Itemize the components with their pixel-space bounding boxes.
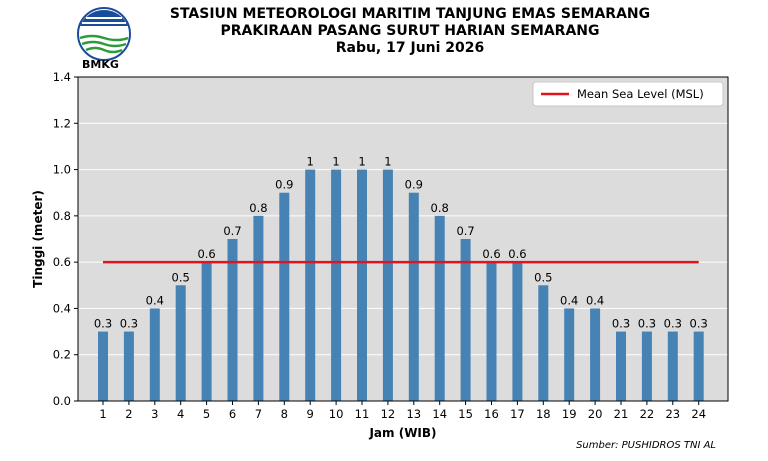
bar-value-label: 0.3 bbox=[120, 317, 138, 331]
y-tick-label: 1.2 bbox=[53, 116, 71, 130]
bar-value-label: 0.4 bbox=[146, 293, 164, 307]
bar-value-label: 0.7 bbox=[456, 224, 474, 238]
bar bbox=[512, 262, 523, 401]
bar bbox=[460, 239, 471, 401]
bar-value-label: 1 bbox=[384, 155, 391, 169]
x-tick-label: 6 bbox=[229, 407, 236, 421]
bar bbox=[305, 169, 316, 401]
bar bbox=[227, 239, 238, 401]
bar-value-label: 0.5 bbox=[534, 270, 552, 284]
bar-value-label: 0.6 bbox=[508, 247, 526, 261]
y-tick-label: 0.8 bbox=[53, 209, 71, 223]
x-tick-label: 1 bbox=[99, 407, 106, 421]
x-tick-label: 20 bbox=[588, 407, 603, 421]
y-tick-label: 0.6 bbox=[53, 255, 71, 269]
x-tick-label: 10 bbox=[329, 407, 344, 421]
bar-value-label: 0.8 bbox=[249, 201, 267, 215]
bar-value-label: 0.8 bbox=[431, 201, 449, 215]
x-tick-label: 14 bbox=[432, 407, 447, 421]
bar bbox=[175, 285, 186, 401]
plot-area bbox=[77, 76, 729, 402]
bar bbox=[123, 331, 134, 401]
x-tick-label: 7 bbox=[255, 407, 262, 421]
plot-frame bbox=[77, 76, 729, 402]
x-tick-label: 18 bbox=[536, 407, 551, 421]
bar-value-label: 1 bbox=[358, 155, 365, 169]
bar bbox=[331, 169, 342, 401]
date-line: Rabu, 17 Juni 2026 bbox=[335, 40, 485, 56]
y-tick-label: 0.4 bbox=[53, 301, 71, 315]
bar bbox=[434, 215, 445, 401]
x-tick-label: 15 bbox=[458, 407, 473, 421]
x-tick-label: 3 bbox=[151, 407, 158, 421]
bar bbox=[149, 308, 160, 401]
bar bbox=[279, 192, 290, 401]
y-tick-label: 0.2 bbox=[53, 348, 71, 362]
logo-text: BMKG bbox=[82, 58, 119, 71]
bar-value-label: 0.5 bbox=[172, 270, 190, 284]
x-tick-label: 12 bbox=[381, 407, 396, 421]
bar-value-label: 0.3 bbox=[94, 317, 112, 331]
source-note: Sumber: PUSHIDROS TNI AL bbox=[576, 440, 716, 451]
x-tick-label: 13 bbox=[406, 407, 421, 421]
title-line-1: STASIUN METEOROLOGI MARITIM TANJUNG EMAS… bbox=[169, 6, 651, 22]
x-axis-label: Jam (WIB) bbox=[368, 426, 436, 440]
bar-value-label: 0.3 bbox=[612, 317, 630, 331]
x-tick-label: 4 bbox=[177, 407, 184, 421]
x-tick-label: 22 bbox=[640, 407, 655, 421]
bar bbox=[641, 331, 652, 401]
x-tick-label: 8 bbox=[281, 407, 288, 421]
bar-value-label: 0.3 bbox=[664, 317, 682, 331]
bar bbox=[382, 169, 393, 401]
bars bbox=[98, 169, 704, 401]
bar bbox=[538, 285, 549, 401]
bar-value-label: 0.4 bbox=[560, 293, 578, 307]
bar bbox=[98, 331, 108, 401]
bar bbox=[693, 331, 704, 401]
bar-value-label: 0.3 bbox=[638, 317, 656, 331]
bar-value-label: 0.6 bbox=[197, 247, 215, 261]
x-tick-label: 19 bbox=[562, 407, 577, 421]
x-axis: 1 2 3 4 5 6 7 8 9 10 11 12 13 14 15 16 17 18 19 20 21 22 23 24 bbox=[99, 401, 706, 421]
x-tick-label: 16 bbox=[484, 407, 499, 421]
bar-value-label: 0.7 bbox=[223, 224, 241, 238]
bar-value-label: 0.9 bbox=[275, 178, 293, 192]
bar bbox=[590, 308, 601, 401]
x-tick-label: 11 bbox=[355, 407, 370, 421]
y-tick-label: 0.0 bbox=[53, 394, 71, 408]
bar bbox=[616, 331, 626, 401]
bar-value-label: 1 bbox=[307, 155, 314, 169]
bar-value-label: 0.3 bbox=[690, 317, 708, 331]
chart-header: STASIUN METEOROLOGI MARITIM TANJUNG EMAS… bbox=[0, 6, 768, 57]
y-tick-label: 1.4 bbox=[53, 70, 71, 84]
x-tick-label: 23 bbox=[665, 407, 680, 421]
x-tick-label: 2 bbox=[125, 407, 132, 421]
bar bbox=[564, 308, 575, 401]
bar bbox=[408, 192, 419, 401]
x-tick-label: 17 bbox=[510, 407, 525, 421]
y-tick-label: 1.0 bbox=[53, 163, 71, 177]
legend-msl-label: Mean Sea Level (MSL) bbox=[577, 87, 704, 101]
legend-box bbox=[532, 81, 724, 107]
title-line-2: PRAKIRAAN PASANG SURUT HARIAN SEMARANG bbox=[220, 23, 600, 39]
bar bbox=[357, 169, 367, 401]
x-tick-label: 5 bbox=[203, 407, 210, 421]
bar bbox=[667, 331, 678, 401]
x-tick-label: 9 bbox=[307, 407, 314, 421]
legend: Mean Sea Level (MSL) bbox=[532, 81, 724, 107]
bar bbox=[253, 215, 264, 401]
bar-value-label: 0.4 bbox=[586, 293, 604, 307]
bar-value-label: 0.6 bbox=[482, 247, 500, 261]
y-axis-label: Tinggi (meter) bbox=[31, 190, 45, 288]
bmkg-logo bbox=[77, 7, 131, 61]
x-tick-label: 24 bbox=[691, 407, 706, 421]
bar bbox=[486, 262, 497, 401]
y-axis: 0.0 0.2 0.4 0.6 0.8 1.0 1.2 1.4 bbox=[53, 70, 78, 408]
bar-value-label: 0.9 bbox=[405, 178, 423, 192]
bar bbox=[201, 262, 212, 401]
bar-value-labels: 0.3 0.3 0.4 0.5 0.6 0.7 0.8 0.9 1 1 1 1 0.9 0.8 0.7 0.6… bbox=[94, 155, 708, 331]
bar-value-label: 1 bbox=[332, 155, 339, 169]
x-tick-label: 21 bbox=[614, 407, 629, 421]
